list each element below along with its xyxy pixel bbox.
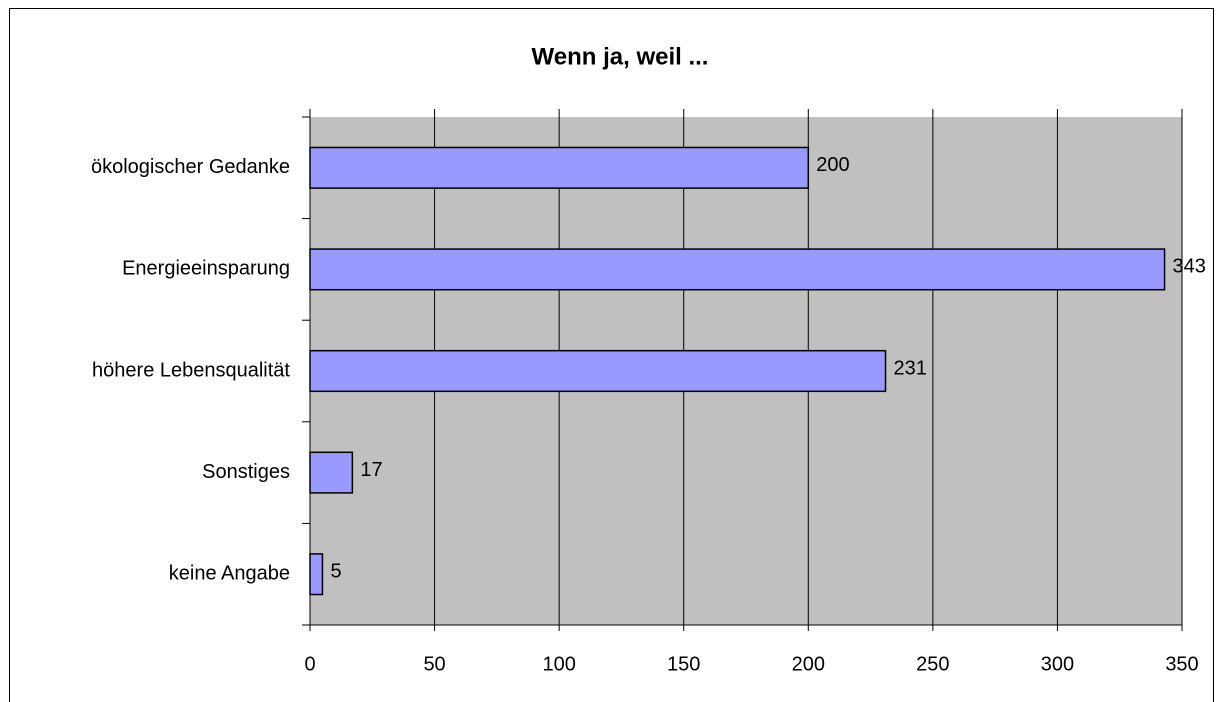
- y-tick-label: ökologischer Gedanke: [91, 156, 290, 178]
- y-tick-label: höhere Lebensqualität: [92, 359, 290, 381]
- x-tick-label: 100: [542, 653, 575, 675]
- y-tick-label: Energieeinsparung: [122, 258, 290, 280]
- x-tick-label: 150: [667, 653, 700, 675]
- data-label: 343: [1173, 256, 1206, 278]
- data-label: 5: [330, 560, 341, 582]
- bar: [309, 451, 354, 494]
- y-tick-label: keine Angabe: [169, 562, 290, 584]
- data-label: 17: [360, 459, 382, 481]
- x-tick-label: 0: [304, 653, 315, 675]
- x-tick-label: 200: [792, 653, 825, 675]
- x-tick-label: 250: [916, 653, 949, 675]
- x-tick-label: 50: [423, 653, 445, 675]
- x-tick-label: 350: [1165, 653, 1198, 675]
- data-label: 231: [894, 357, 927, 379]
- bar: [309, 553, 324, 596]
- bar: [309, 248, 1166, 291]
- x-tick-label: 300: [1041, 653, 1074, 675]
- data-label: 200: [816, 154, 849, 176]
- chart-title: Wenn ja, weil ...: [532, 43, 709, 70]
- y-tick-label: Sonstiges: [202, 461, 290, 483]
- bar: [309, 349, 887, 393]
- bar: [309, 146, 810, 189]
